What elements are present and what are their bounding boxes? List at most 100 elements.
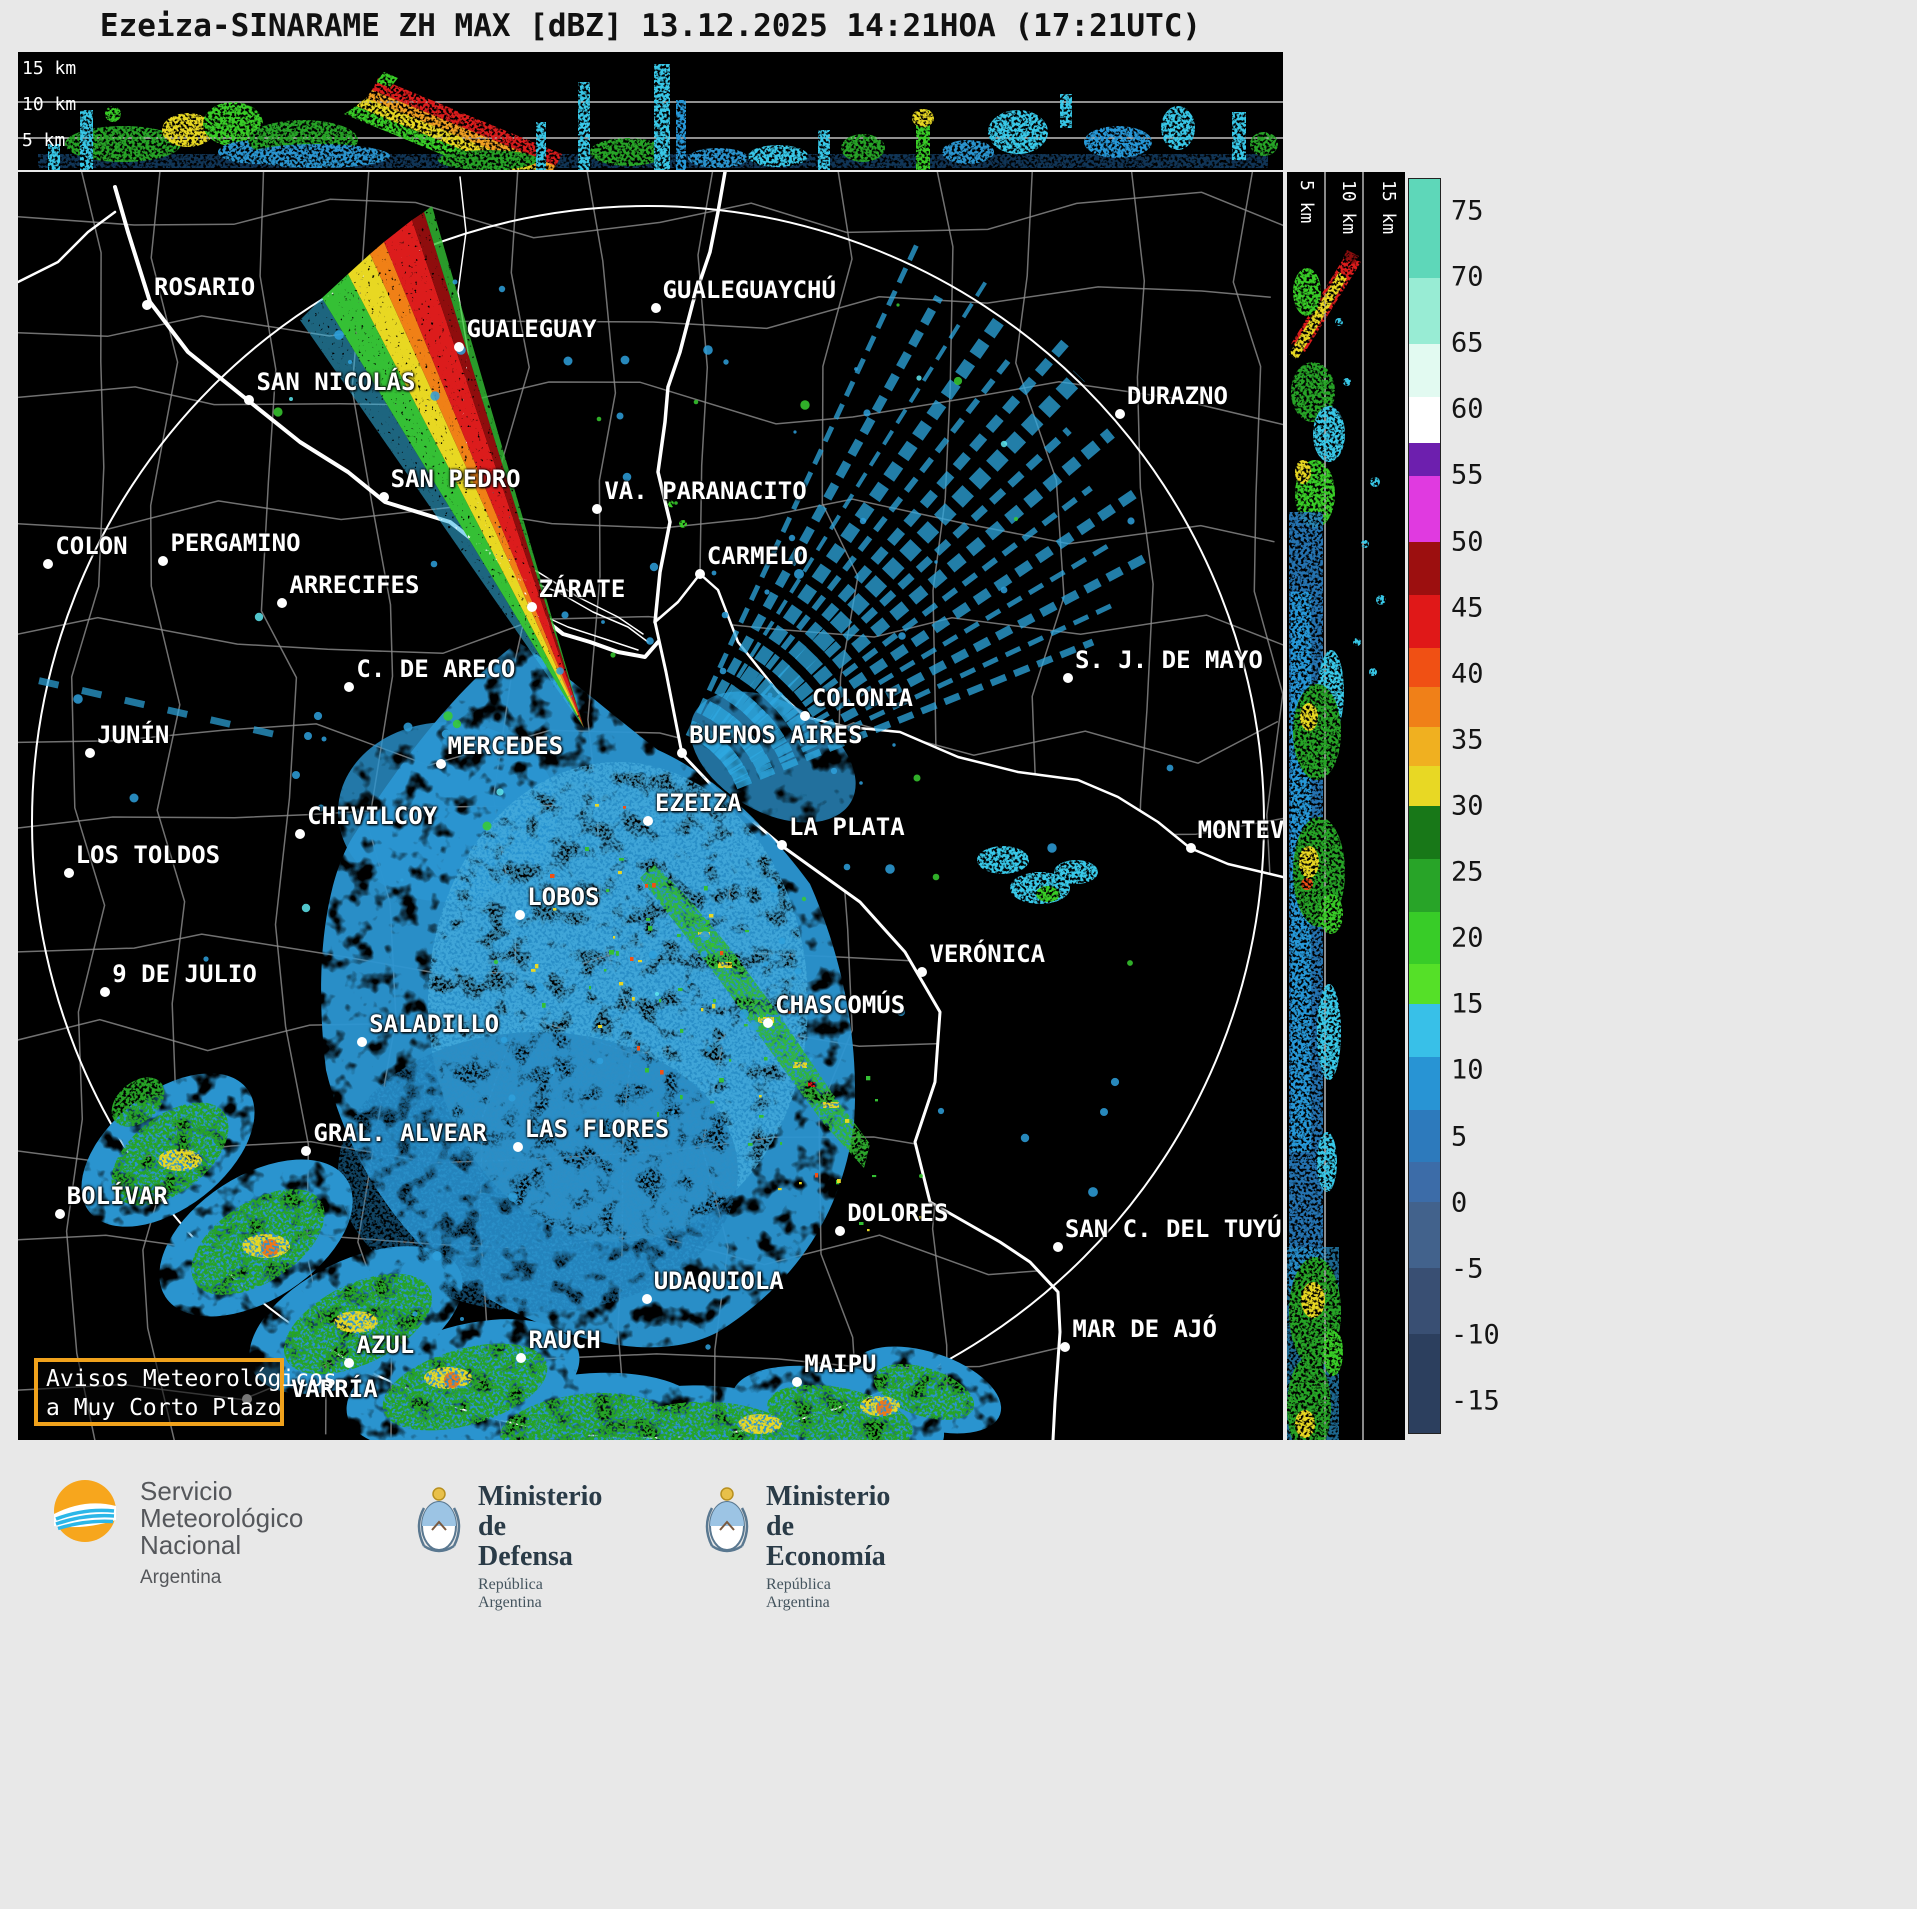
economia-title: Ministerio (766, 1481, 891, 1512)
city-label: EZEIZA (654, 789, 742, 818)
colorbar-segment (1409, 541, 1440, 595)
city-dot (641, 1294, 652, 1305)
argentina-coat-of-arms-icon (705, 1487, 749, 1553)
smn-logo (54, 1480, 116, 1542)
colorbar-segment (1409, 647, 1440, 688)
colorbar-tick: 70 (1451, 261, 1484, 293)
colorbar-segment (1409, 396, 1440, 443)
colorbar-tick: 20 (1451, 922, 1484, 954)
city-dot (512, 1142, 523, 1153)
city-dot (344, 1357, 355, 1368)
city-label: ROSARIO (154, 273, 256, 302)
city-dot (516, 1352, 527, 1363)
city-dot (515, 910, 526, 921)
city-dot (344, 681, 355, 692)
city-dot (100, 987, 111, 998)
city-dot (435, 759, 446, 770)
city-dot (677, 747, 688, 758)
colorbar-tick: 60 (1451, 393, 1484, 425)
radar-map-panel: ROSARIO GUALEGUAYCHÚ GUALEGUAY SAN NICOLÁS D… (18, 172, 1283, 1440)
defensa-title: Ministerio (478, 1481, 603, 1512)
cross-section-top-panel: 15 km 10 km 5 km (18, 52, 1283, 170)
defensa-title: de Defensa (478, 1511, 573, 1572)
colorbar-tick: 35 (1451, 724, 1484, 756)
city-layer: ROSARIO GUALEGUAYCHÚ GUALEGUAY SAN NICOLÁS D… (18, 172, 1283, 1440)
city-label: S. J. DE MAYO (1074, 645, 1263, 674)
city-dot (1114, 409, 1125, 420)
city-dot (54, 1209, 65, 1220)
colorbar-tick: 25 (1451, 856, 1484, 888)
colorbar-tick: -5 (1451, 1253, 1484, 1285)
city-label: CARMELO (706, 541, 808, 570)
convective-speckles (531, 804, 924, 1232)
city-dot (650, 302, 661, 313)
city-label: GUALEGUAY (466, 314, 597, 343)
colorbar-tick: 45 (1451, 592, 1484, 624)
city-label: VERÓNICA (929, 940, 1046, 969)
city-label: LOBOS (527, 883, 600, 912)
city-dot (158, 556, 169, 567)
colorbar-tick: 10 (1451, 1054, 1484, 1086)
cross-section-side-svg: 5 km 10 km 15 km (1287, 172, 1399, 1440)
colorbar-segment (1409, 594, 1440, 648)
colorbar-segment (1409, 1109, 1440, 1163)
scattered-echo-specks (73, 279, 1174, 1410)
colorbar-tick: 65 (1451, 327, 1484, 359)
city-label: LOS TOLDOS (75, 841, 221, 870)
smn-name-line: Meteorológico (140, 1503, 304, 1533)
ne-radial-spokes (685, 240, 1150, 790)
defensa-subtitle: República Argentina (478, 1576, 543, 1611)
city-dot (63, 868, 74, 879)
colorbar-tick: 15 (1451, 988, 1484, 1020)
colorbar-segment (1409, 278, 1440, 344)
city-dot (526, 601, 537, 612)
smn-name-line: Servicio (140, 1476, 233, 1506)
argentina-coat-of-arms-icon (417, 1487, 461, 1553)
smn-name: Servicio Meteorológico Nacional Argentin… (140, 1478, 303, 1591)
colorbar-segment (1409, 344, 1440, 397)
city-label: 9 DE JULIO (112, 960, 257, 989)
city-dot (799, 710, 810, 721)
city-label: JUNÍN (97, 720, 170, 749)
city-label: SALADILLO (369, 1009, 500, 1038)
colorbar-tick: -15 (1451, 1385, 1500, 1417)
colorbar-tick: 5 (1451, 1121, 1468, 1153)
warning-box: Avisos Meteorológicos a Muy Corto Plazo (34, 1358, 337, 1426)
ministerio-defensa-block: Ministerio de Defensa República Argentin… (412, 1478, 602, 1611)
city-label: COLON (55, 531, 128, 560)
colorbar-tick: 0 (1451, 1187, 1468, 1219)
colorbar-segment (1409, 179, 1440, 278)
city-dot (763, 1017, 774, 1028)
colorbar-tick: 50 (1451, 526, 1484, 558)
city-dot (777, 840, 788, 851)
city-dot (295, 828, 306, 839)
city-label: MAIPU (804, 1349, 877, 1378)
altitude-label-5km: 5 km (22, 130, 65, 151)
cross-section-side-echoes (1287, 250, 1386, 1440)
city-dot (1060, 1342, 1071, 1353)
city-label: ZÁRATE (538, 574, 626, 603)
city-label: AZUL (356, 1330, 415, 1359)
colorbar-segment (1409, 766, 1440, 806)
city-label: MONTEV (1197, 815, 1283, 844)
cross-section-top-svg: 15 km 10 km 5 km (18, 58, 1283, 170)
city-label: GUALEGUAYCHÚ (662, 275, 836, 304)
smn-country: Argentina (140, 1567, 222, 1588)
city-label: MAR DE AJÓ (1072, 1315, 1217, 1344)
cross-section-side-panel: 5 km 10 km 15 km (1287, 172, 1405, 1440)
city-label: SAN PEDRO (390, 464, 521, 493)
city-label: DURAZNO (1126, 382, 1228, 411)
city-dot (1185, 842, 1196, 853)
colorbar-tick: 55 (1451, 459, 1484, 491)
warning-box-line2: a Muy Corto Plazo (46, 1395, 282, 1421)
city-dot (357, 1036, 368, 1047)
colorbar-segment (1409, 911, 1440, 965)
city-label: COLONIA (811, 683, 913, 712)
city-label: LAS FLORES (524, 1115, 670, 1144)
colorbar-tick: 75 (1451, 195, 1484, 227)
sw-storm-band-cores (111, 500, 1098, 1440)
ministerio-economia-block: Ministerio de Economía República Argenti… (700, 1478, 890, 1611)
colorbar-segment (1409, 687, 1440, 727)
city-dot (85, 747, 96, 758)
